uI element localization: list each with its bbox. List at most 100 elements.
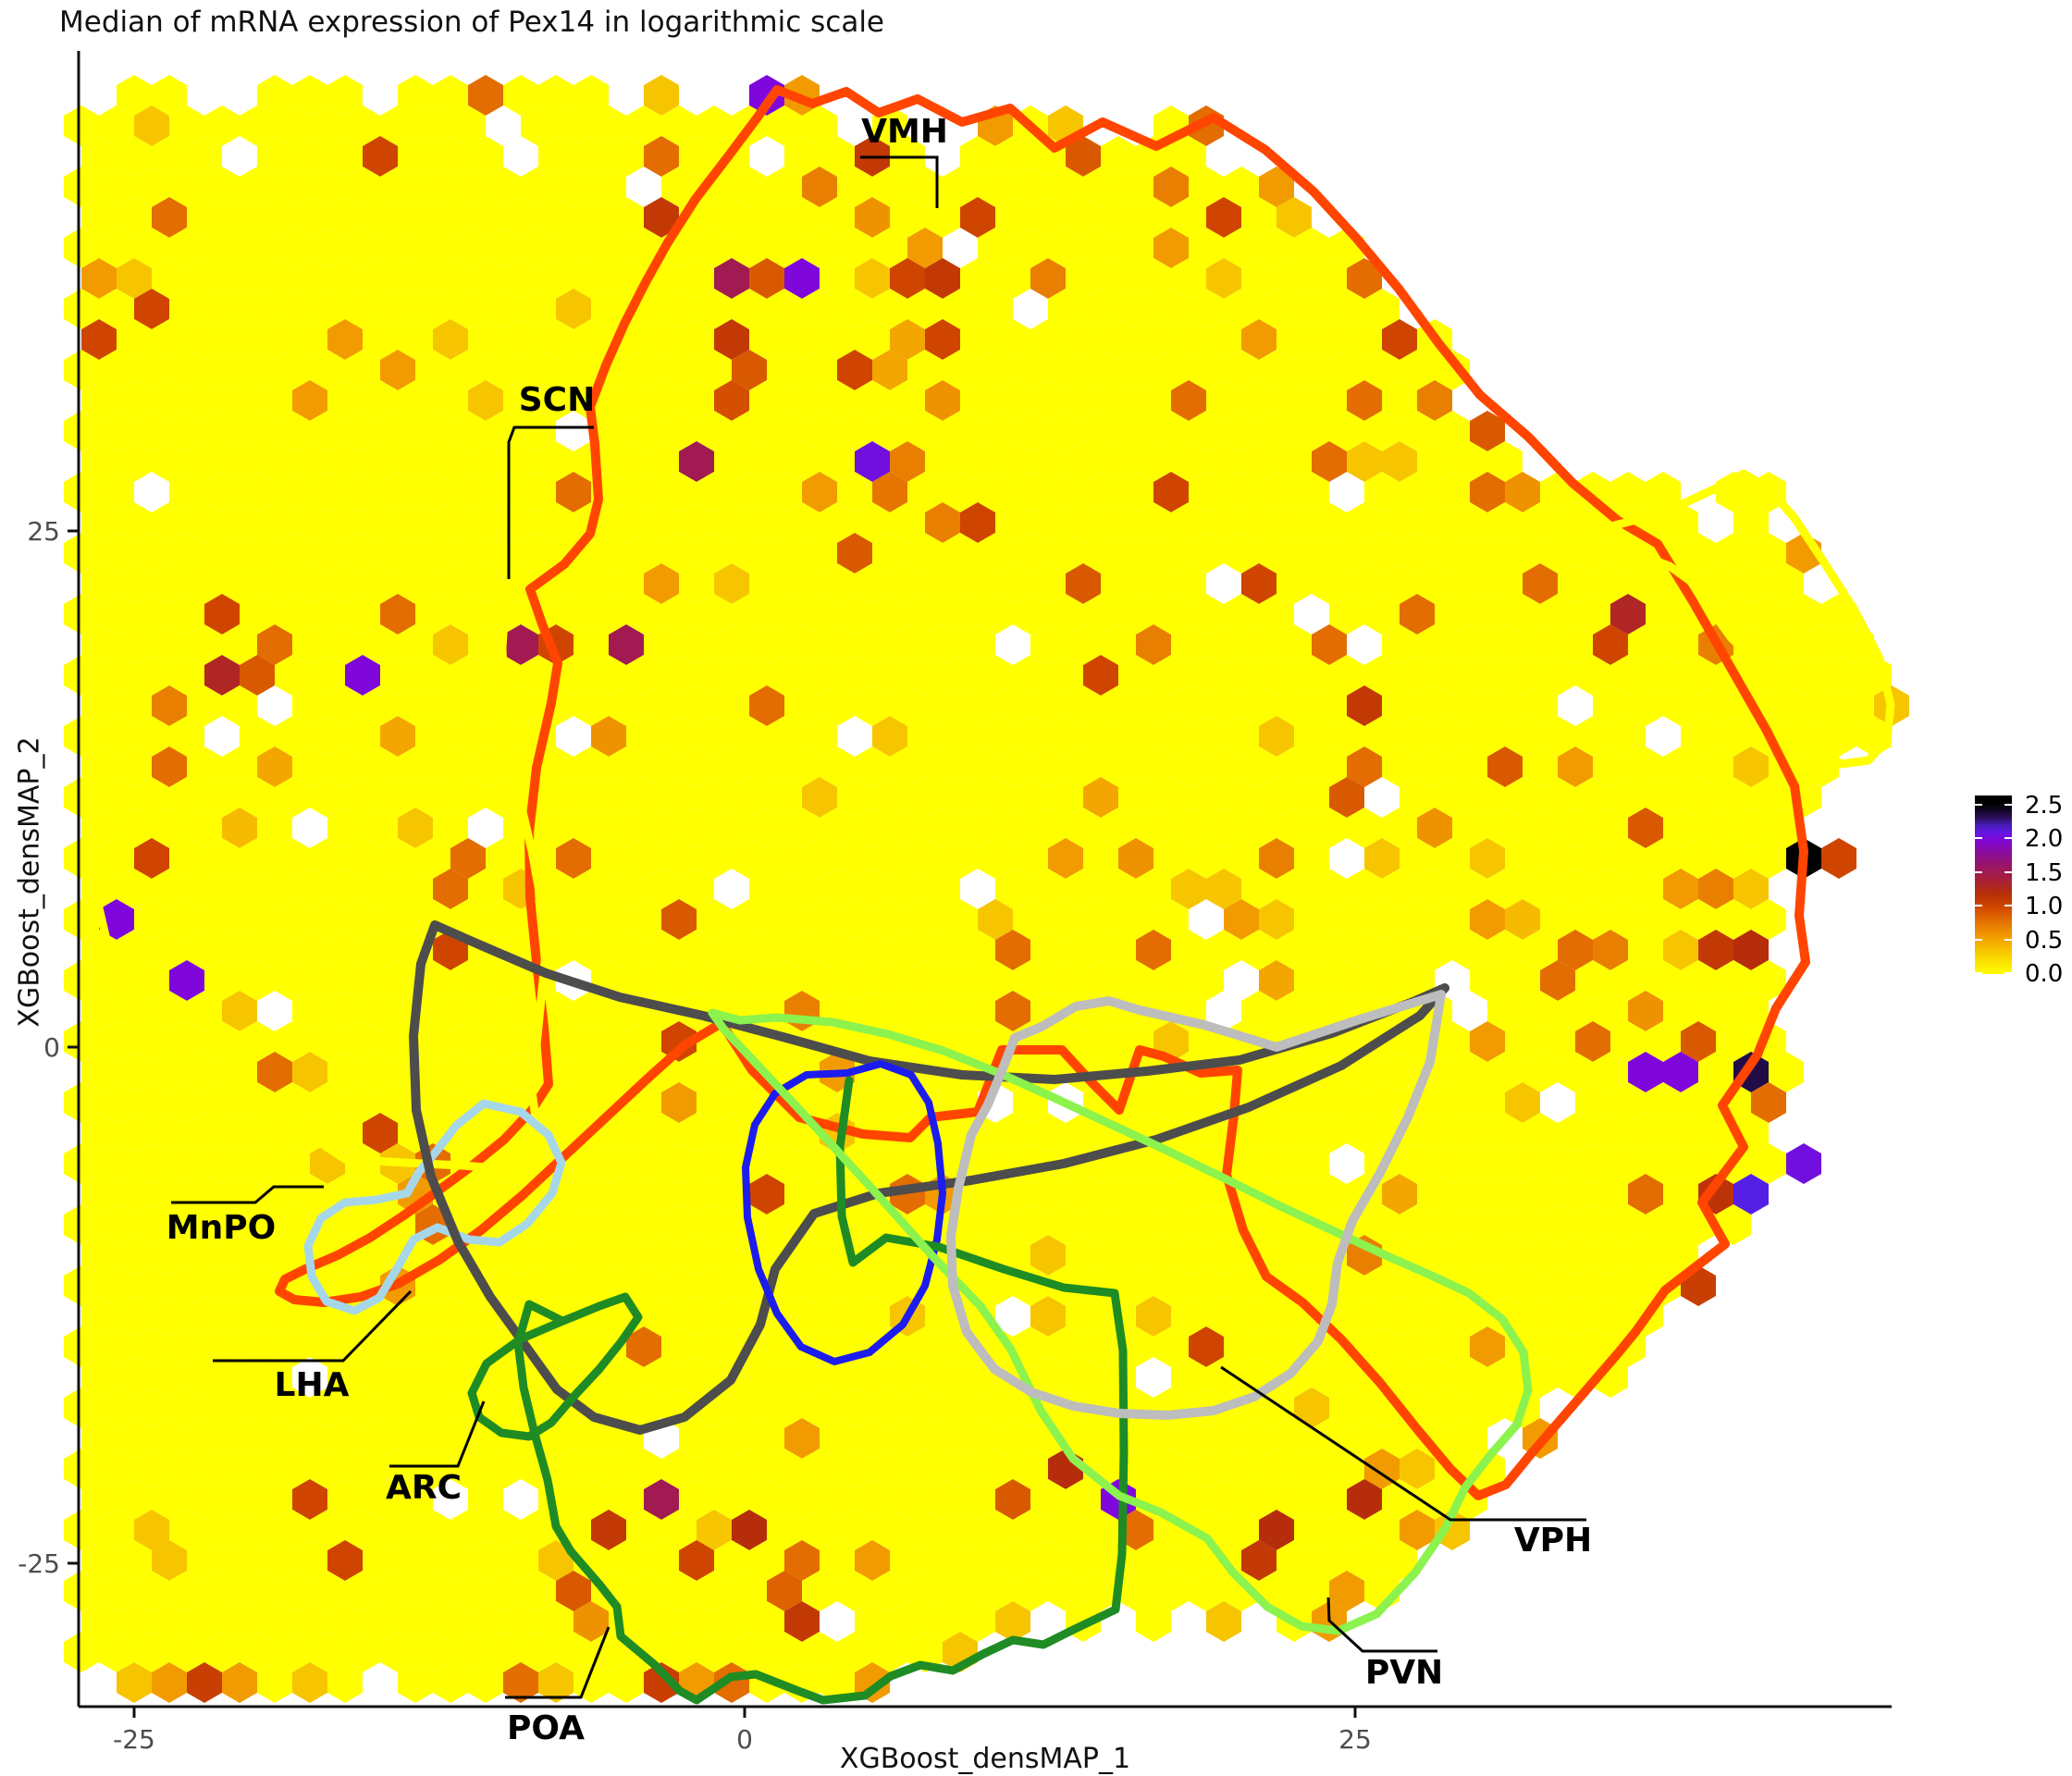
- hex-cell: [1066, 1357, 1101, 1398]
- hex-cell: [380, 1021, 415, 1062]
- hex-cell: [1294, 1510, 1329, 1550]
- hex-cell: [1470, 1449, 1505, 1489]
- hex-cell: [117, 441, 152, 482]
- region-label-mnpo: MnPO: [166, 1209, 276, 1247]
- hex-cell: [767, 716, 802, 757]
- hex-cell: [204, 1510, 240, 1550]
- hex-cell: [679, 869, 714, 909]
- hex-cell: [1786, 594, 1821, 635]
- hex-cell: [450, 594, 486, 635]
- hex-cell: [1153, 1204, 1189, 1245]
- hex-cell: [1558, 930, 1593, 970]
- hex-cell: [1505, 838, 1540, 879]
- hex-cell: [1066, 930, 1101, 970]
- hex-cell: [1189, 1449, 1224, 1489]
- hex-cell: [486, 350, 521, 390]
- hex-cell: [327, 1479, 363, 1520]
- hex-cell: [644, 136, 679, 177]
- hex-cell: [1452, 502, 1487, 543]
- hex-cell: [1575, 838, 1610, 879]
- hex-cell: [872, 1449, 907, 1489]
- hex-cell: [345, 533, 380, 574]
- hex-cell: [820, 1479, 855, 1520]
- hex-cell: [310, 411, 345, 451]
- hex-cell: [1716, 838, 1751, 879]
- hex-cell: [327, 319, 363, 360]
- hex-cell: [1171, 502, 1206, 543]
- hex-cell: [1224, 472, 1259, 512]
- hex-cell: [1048, 899, 1083, 940]
- hex-cell: [1435, 1143, 1470, 1184]
- hex-cell: [1030, 1357, 1066, 1398]
- hex-cell: [486, 289, 521, 329]
- hex-cell: [1136, 380, 1171, 421]
- hex-cell: [240, 350, 275, 390]
- hex-cell: [1593, 1296, 1628, 1337]
- hex-cell: [907, 350, 943, 390]
- hex-cell: [292, 624, 327, 665]
- hex-cell: [960, 624, 995, 665]
- hex-cell: [697, 533, 732, 574]
- region-label-scn: SCN: [519, 381, 595, 419]
- hex-cell: [661, 1326, 697, 1367]
- hex-cell: [152, 624, 187, 665]
- hex-cell: [1294, 1449, 1329, 1489]
- hex-cell: [872, 594, 907, 635]
- hex-cell: [1013, 1326, 1048, 1367]
- hex-cell: [275, 655, 310, 696]
- hex-cell: [257, 197, 292, 238]
- hex-cell: [925, 991, 960, 1031]
- hex-cell: [81, 1418, 117, 1459]
- hex-cell: [661, 960, 697, 1001]
- hex-cell: [1066, 1296, 1101, 1337]
- hex-cell: [1821, 655, 1856, 696]
- hex-cell: [415, 716, 450, 757]
- hex-cell: [1276, 563, 1312, 604]
- hex-cell: [468, 319, 503, 360]
- hex-cell: [521, 533, 556, 574]
- hex-cell: [222, 1601, 257, 1642]
- hex-cell: [292, 197, 327, 238]
- hex-cell: [907, 899, 943, 940]
- hex-cell: [1224, 838, 1259, 879]
- hex-cell: [890, 746, 925, 787]
- hex-cell: [1470, 899, 1505, 940]
- hex-cell: [1013, 166, 1048, 207]
- hex-cell: [1276, 685, 1312, 726]
- hex-cell: [943, 655, 978, 696]
- hex-cell: [1382, 930, 1417, 970]
- hex-cell: [99, 1021, 134, 1062]
- hex-cell: [943, 838, 978, 879]
- hex-cell: [292, 75, 327, 116]
- hex-cell: [1382, 1357, 1417, 1398]
- hex-cell: [784, 1479, 820, 1520]
- hex-cell: [1681, 960, 1716, 1001]
- hex-cell: [1663, 930, 1698, 970]
- hex-cell: [626, 472, 661, 512]
- hex-cell: [1241, 1418, 1276, 1459]
- hex-cell: [1400, 716, 1435, 757]
- hex-cell: [820, 746, 855, 787]
- hex-cell: [1417, 1174, 1452, 1215]
- hex-cell: [1118, 655, 1153, 696]
- hex-cell: [1276, 624, 1312, 665]
- hex-cell: [644, 1174, 679, 1215]
- hex-cell: [1171, 930, 1206, 970]
- hex-cell: [1030, 441, 1066, 482]
- hex-cell: [1259, 533, 1294, 574]
- hex-cell: [1206, 1357, 1241, 1398]
- hex-cell: [749, 319, 784, 360]
- hex-cell: [732, 1510, 767, 1550]
- hex-cell: [1382, 1418, 1417, 1459]
- hex-cell: [327, 1662, 363, 1703]
- hex-cell: [890, 624, 925, 665]
- hex-cell: [99, 472, 134, 512]
- hex-cell: [644, 563, 679, 604]
- hex-cell: [327, 746, 363, 787]
- hex-cell: [714, 1418, 749, 1459]
- hex-cell: [1276, 930, 1312, 970]
- hex-cell: [292, 869, 327, 909]
- y-tick-label: 0: [43, 1032, 60, 1063]
- hex-cell: [749, 441, 784, 482]
